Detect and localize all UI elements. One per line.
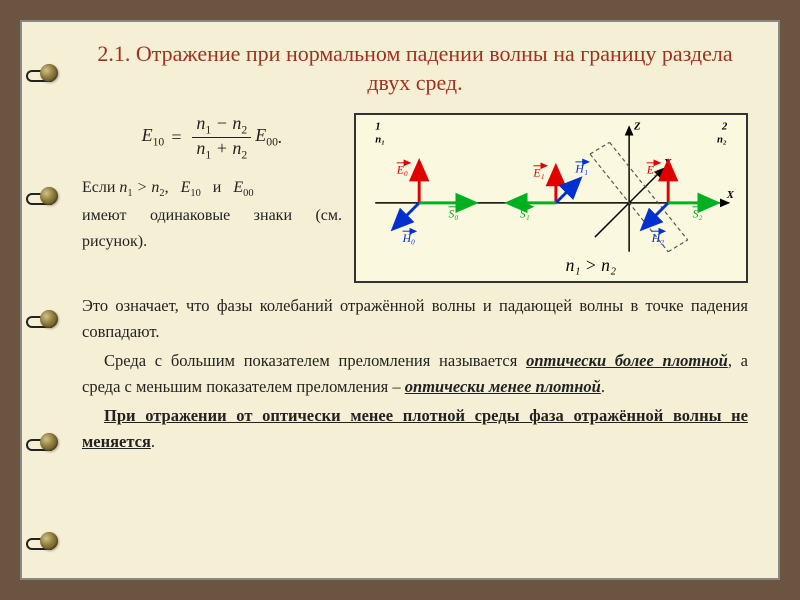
z-axis-label: Z xyxy=(633,121,641,133)
slide-title: 2.1. Отражение при нормальном падении во… xyxy=(82,40,748,97)
paragraph-1: Это означает, что фазы колебаний отражён… xyxy=(82,293,748,344)
content-row: E10 = n1 − n2 n1 + n2 E00 . Если n1 > n2… xyxy=(82,113,748,283)
paragraph-2: Среда с большим показателем преломления … xyxy=(82,348,748,399)
left-column: E10 = n1 − n2 n1 + n2 E00 . Если n1 > n2… xyxy=(82,113,342,254)
ring-icon xyxy=(40,532,58,550)
e0-label: E₀ xyxy=(396,164,408,177)
s0-label: S₀ xyxy=(448,208,458,221)
h1-label: H₁ xyxy=(574,163,588,176)
paragraph-3: При отражении от оптически менее плотной… xyxy=(82,403,748,454)
condition-line: Если n1 > n2, E10 и E00 xyxy=(82,175,342,203)
body-text: Это означает, что фазы колебаний отражён… xyxy=(82,293,748,454)
wave-diagram: 1 n₁ 2 n₂ X Z Y xyxy=(354,113,748,283)
ring-icon xyxy=(40,187,58,205)
ring-icon xyxy=(40,433,58,451)
s1-label: S₁ xyxy=(520,208,530,221)
e2-label: E₂ xyxy=(646,164,658,177)
s2-label: S₂ xyxy=(693,208,703,221)
region-1-label: 1 xyxy=(375,121,380,133)
e1-label: E₁ xyxy=(532,167,544,180)
h0-label: H₀ xyxy=(402,232,416,245)
slide: 2.1. Отражение при нормальном падении во… xyxy=(20,20,780,580)
region-1-n: n₁ xyxy=(375,134,385,146)
ring-icon xyxy=(40,310,58,328)
h2-label: H₂ xyxy=(651,232,665,245)
region-2-n: n₂ xyxy=(717,134,727,146)
outer-frame: 2.1. Отражение при нормальном падении во… xyxy=(0,0,800,600)
x-axis-label: X xyxy=(726,189,735,201)
region-2-label: 2 xyxy=(721,121,728,133)
ring-icon xyxy=(40,64,58,82)
diagram-condition: n₁ > n₂ xyxy=(566,255,616,275)
diagram-svg: 1 n₁ 2 n₂ X Z Y xyxy=(356,115,746,281)
condition-tail: имеют одинаковые знаки (см. рисунок). xyxy=(82,203,342,254)
main-formula: E10 = n1 − n2 n1 + n2 E00 . xyxy=(82,113,342,161)
